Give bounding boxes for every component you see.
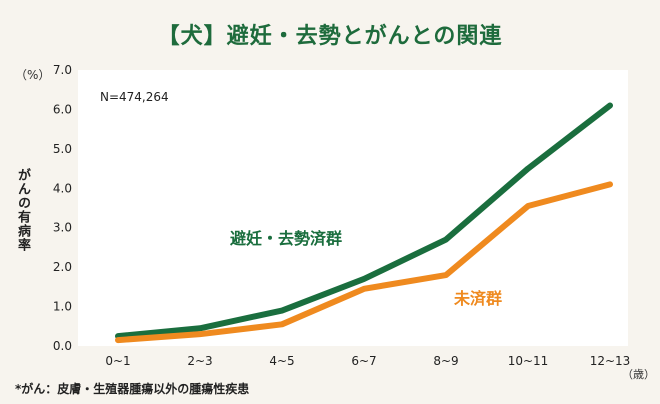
x-tick-label: 2~3: [187, 354, 212, 368]
x-tick-label: 10~11: [508, 354, 549, 368]
y-axis-label: がんの有病率: [15, 168, 30, 252]
footnote: *がん：皮膚・生殖器腫瘍以外の腫瘍性疾患: [15, 382, 250, 396]
plot-area: [78, 70, 628, 346]
y-tick-label: 4.0: [53, 181, 72, 195]
y-tick-label: 5.0: [53, 142, 72, 156]
x-axis-unit: （歳）: [622, 368, 655, 381]
y-tick-label: 2.0: [53, 260, 72, 274]
series-lines: [115, 102, 613, 344]
sample-size-annotation: N=474,264: [100, 90, 169, 104]
y-tick-label: 3.0: [53, 221, 72, 235]
x-tick-label: 8~9: [433, 354, 458, 368]
x-tick-labels: 0~1 2~3 4~5 6~7 8~9 10~11 12~13: [105, 354, 630, 368]
series-line-1: [115, 181, 613, 344]
y-tick-label: 0.0: [53, 339, 72, 353]
x-tick-label: 6~7: [351, 354, 376, 368]
y-tick-label: 1.0: [53, 300, 72, 314]
chart-title: 【犬】避妊・去勢とがんとの関連: [157, 24, 503, 49]
x-tick-label: 4~5: [269, 354, 294, 368]
x-tick-label: 12~13: [590, 354, 631, 368]
y-tick-label: 7.0: [53, 63, 72, 77]
series-line-0: [115, 102, 613, 340]
x-tick-label: 0~1: [105, 354, 130, 368]
series-label-neutered: 避妊・去勢済群: [230, 229, 342, 248]
y-axis-unit: （%）: [15, 68, 51, 82]
y-tick-label: 6.0: [53, 102, 72, 116]
series-label-intact: 未済群: [453, 289, 502, 308]
y-tick-labels: 0.0 1.0 2.0 3.0 4.0 5.0 6.0 7.0: [53, 63, 72, 353]
